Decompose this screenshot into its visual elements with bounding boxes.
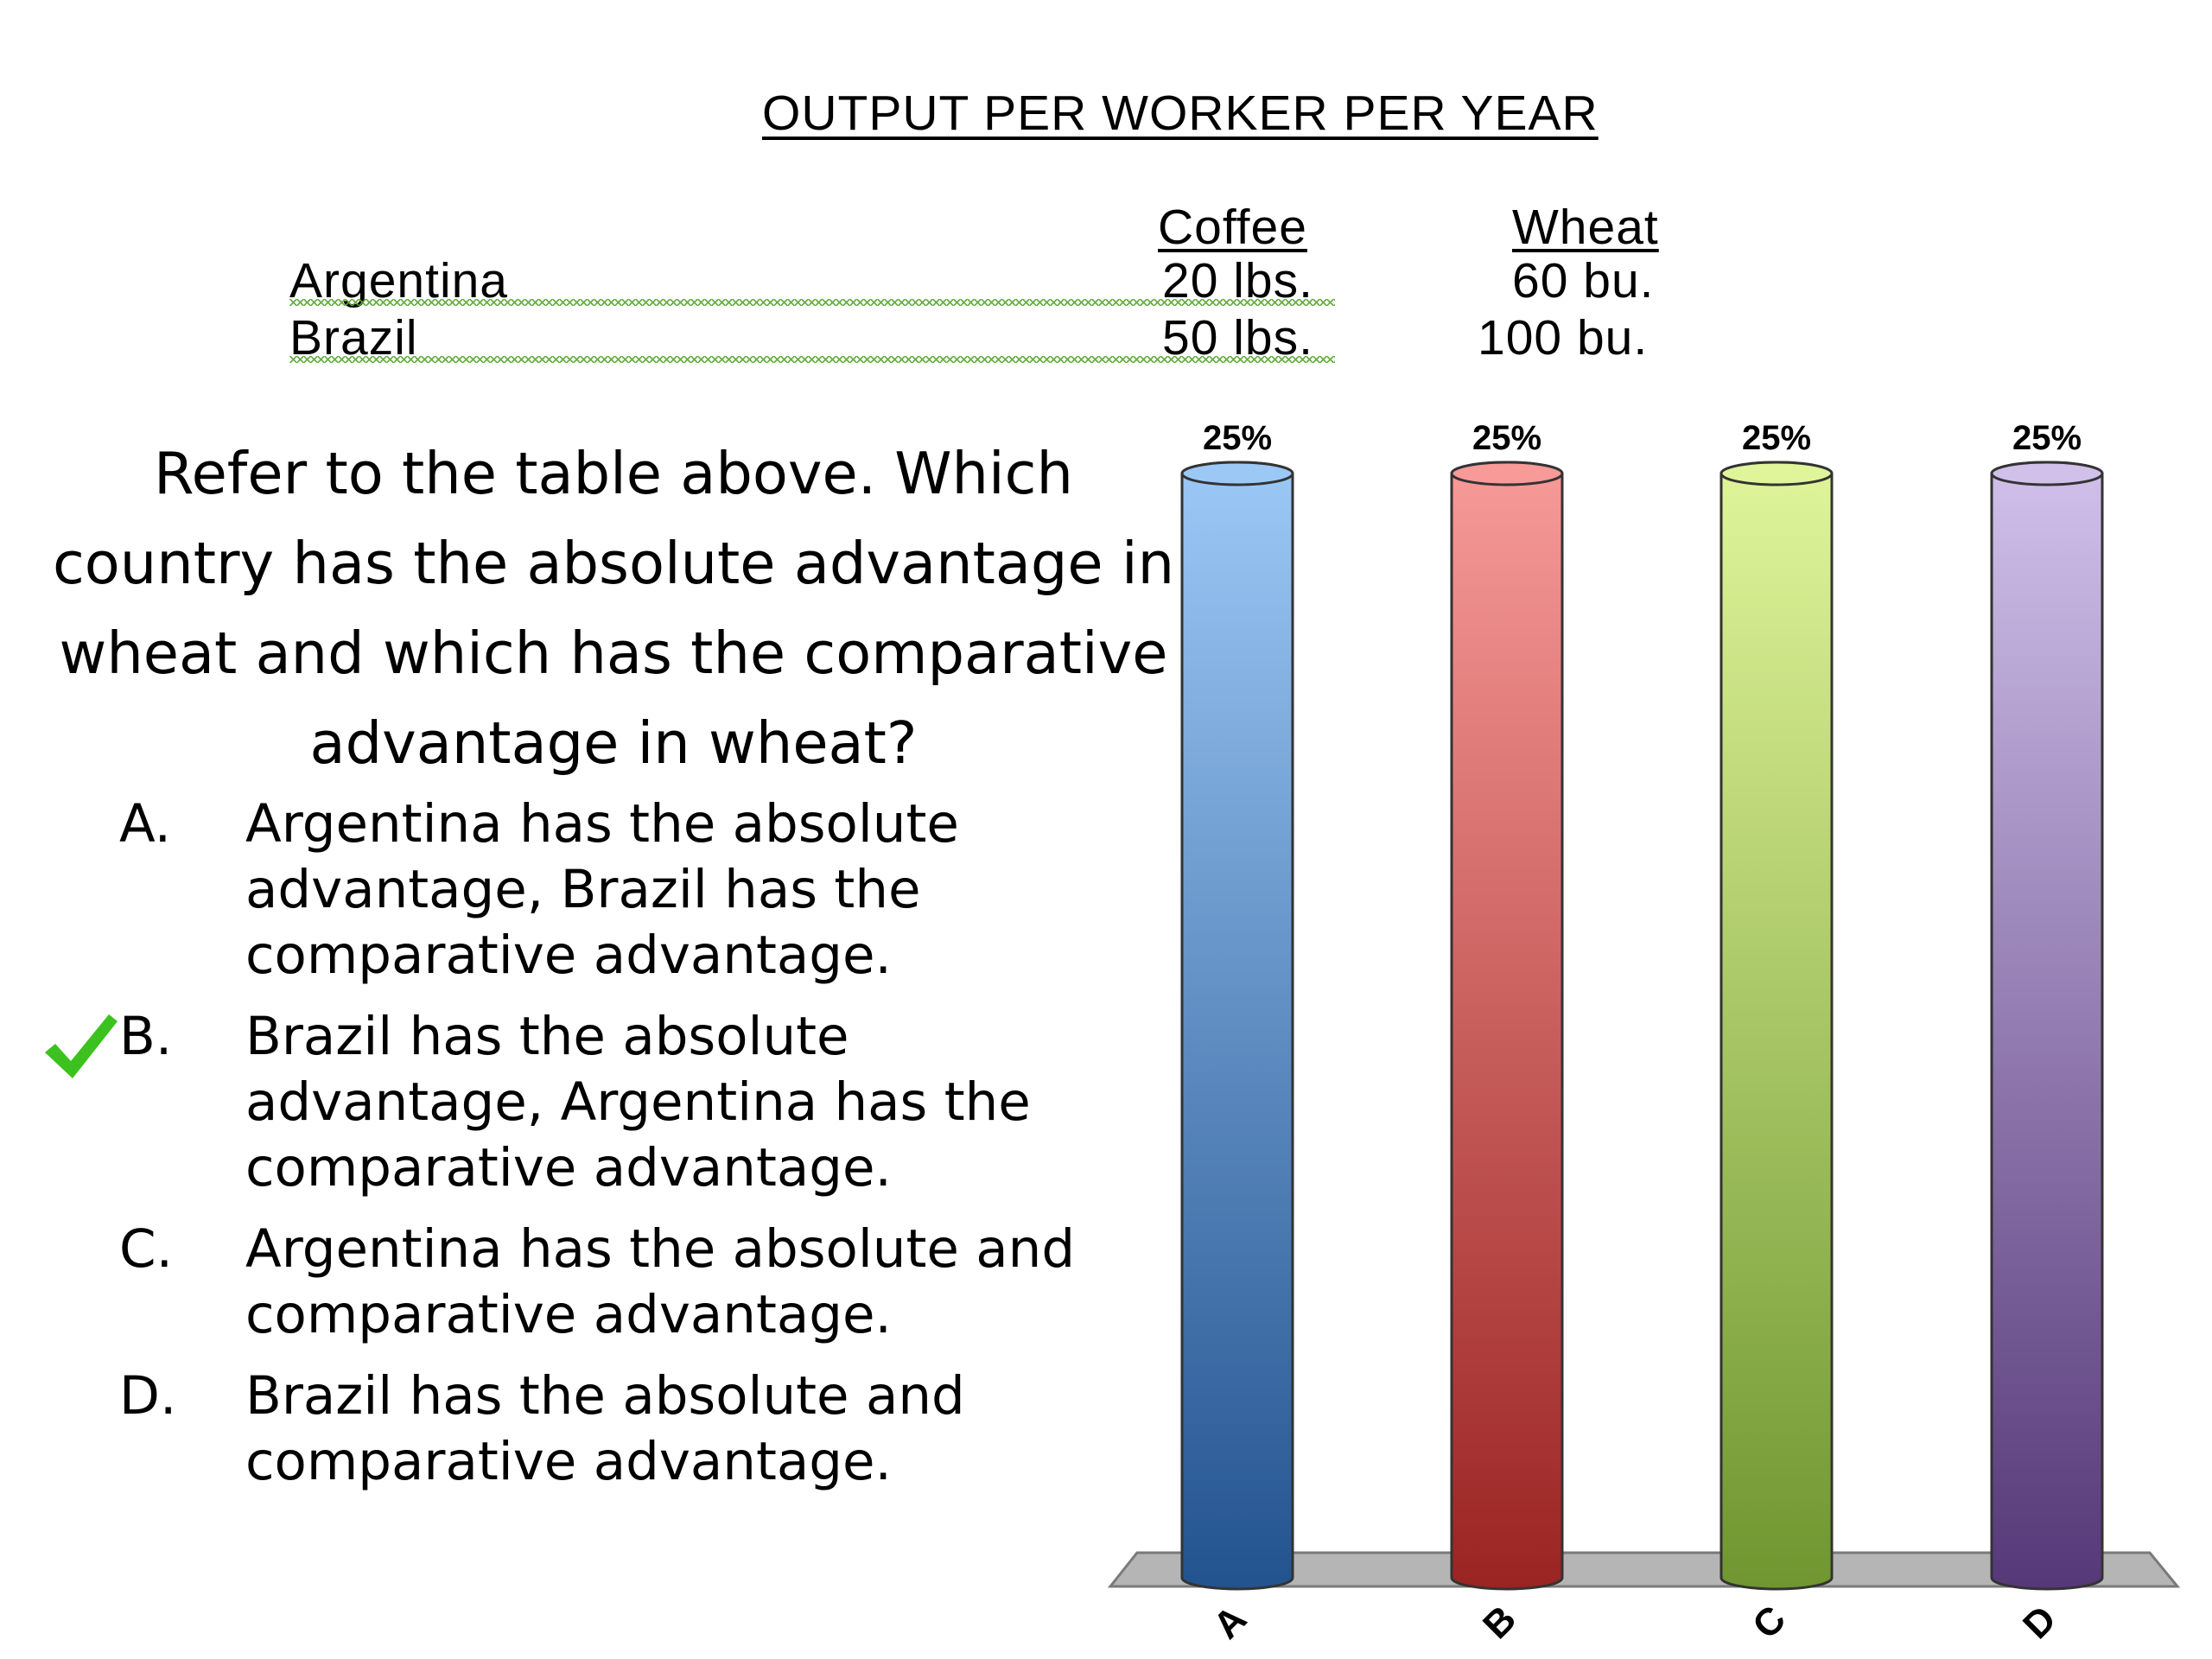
category-label: D — [2015, 1598, 2064, 1647]
option-text: Argentina has the absolute and comparati… — [245, 1218, 1076, 1345]
option-letter: C. — [119, 1218, 173, 1280]
table-title: OUTPUT PER WORKER PER YEAR — [762, 86, 1599, 141]
bar-d — [1990, 461, 2104, 1591]
bar-top-cap — [1719, 461, 1834, 486]
question-text: Refer to the table above. Which country … — [52, 440, 1175, 777]
option-letter: B. — [119, 1006, 173, 1067]
option-text: Brazil has the absolute and comparative … — [245, 1365, 965, 1492]
option-letter: A. — [119, 793, 172, 855]
bar-c — [1719, 461, 1834, 1591]
bar-top-cap — [1450, 461, 1564, 486]
cell-brazil-wheat: 100 bu. — [1478, 310, 1649, 365]
option-text: Brazil has the absolute advantage, Argen… — [245, 1006, 1031, 1198]
bar-top-cap — [1990, 461, 2104, 486]
bar-b — [1450, 461, 1564, 1591]
bar-a — [1180, 461, 1294, 1591]
cell-argentina-wheat: 60 bu. — [1512, 253, 1655, 308]
column-header-coffee: Coffee — [1158, 200, 1307, 255]
option-text: Argentina has the absolute advantage, Br… — [245, 793, 959, 986]
data-label: 25% — [1742, 419, 1811, 457]
category-label: A — [1205, 1598, 1255, 1647]
category-label: B — [1475, 1598, 1524, 1647]
option-letter: D. — [119, 1365, 177, 1427]
spellcheck-squiggle — [289, 299, 1335, 306]
category-label: C — [1745, 1598, 1794, 1647]
data-label: 25% — [1203, 419, 1272, 457]
spellcheck-squiggle — [289, 356, 1335, 363]
data-label: 25% — [1472, 419, 1541, 457]
data-label: 25% — [2012, 419, 2082, 457]
bar-top-cap — [1180, 461, 1294, 486]
column-header-wheat: Wheat — [1512, 200, 1659, 255]
checkmark-icon — [45, 1014, 118, 1078]
chart-floor — [1107, 1551, 2181, 1588]
